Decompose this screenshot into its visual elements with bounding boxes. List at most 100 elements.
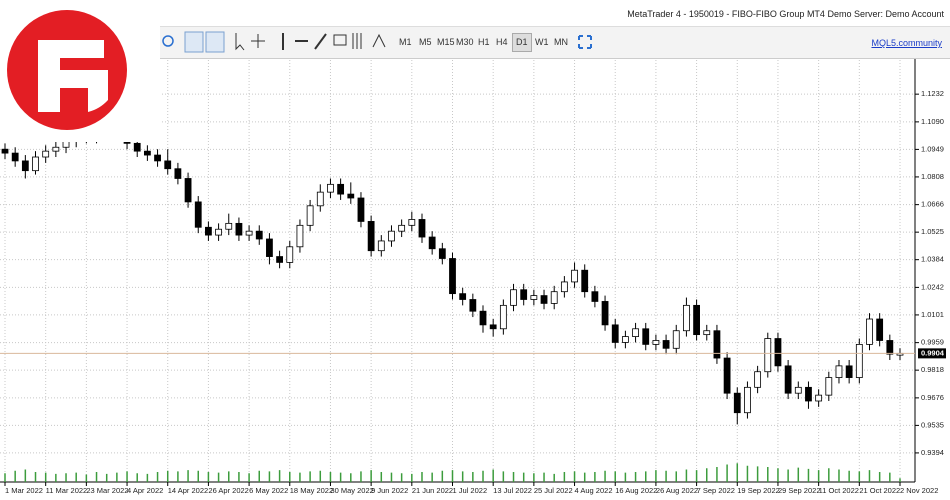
x-tick-label: 4 Aug 2022 — [575, 486, 613, 495]
y-tick-label: 0.9959 — [921, 338, 944, 347]
zoom-icon[interactable] — [162, 35, 174, 47]
candle-body — [1, 148, 9, 154]
candle-body — [225, 222, 233, 230]
fullscreen-icon[interactable] — [578, 35, 592, 49]
timeframe-button[interactable]: M15 — [437, 37, 455, 47]
candle-body — [449, 258, 456, 295]
candle-body — [540, 295, 548, 304]
candle-body — [62, 140, 70, 148]
candle-body — [591, 291, 599, 302]
current-price-label: 0.9904 — [921, 348, 945, 357]
x-tick-label: 18 May 2022 — [290, 486, 333, 495]
x-tick-label: 1 Jul 2022 — [453, 486, 488, 495]
candle-body — [235, 222, 243, 236]
timeframe-button[interactable]: H1 — [478, 37, 490, 47]
mql5-link[interactable]: MQL5.community — [871, 38, 942, 48]
y-tick-label: 0.9394 — [921, 448, 944, 457]
x-tick-label: 13 Jul 2022 — [493, 486, 532, 495]
scroll-icon[interactable] — [184, 31, 204, 53]
y-tick-label: 1.0384 — [921, 255, 944, 264]
x-tick-label: 23 Mar 2022 — [86, 486, 128, 495]
candle-body — [459, 293, 467, 300]
candle-body — [205, 226, 212, 236]
candle-body — [469, 299, 477, 312]
x-tick-label: 21 Jun 2022 — [412, 486, 453, 495]
x-tick-label: 4 Apr 2022 — [127, 486, 163, 495]
candle-body — [266, 238, 273, 257]
candle-body — [164, 160, 172, 170]
timeframe-button[interactable]: W1 — [535, 37, 549, 47]
text-icon[interactable] — [333, 34, 347, 46]
candle-body — [133, 142, 141, 152]
y-tick-label: 1.0808 — [921, 172, 944, 181]
shift-icon[interactable] — [205, 31, 225, 53]
timeframe-button[interactable]: H4 — [496, 37, 508, 47]
candle-body — [520, 289, 528, 300]
candle-body — [377, 240, 385, 252]
candle-body — [418, 219, 426, 238]
candle-body — [194, 201, 202, 228]
candle-body — [581, 269, 589, 293]
candle-body — [886, 340, 894, 355]
timeframe-button[interactable]: M5 — [419, 37, 432, 47]
x-tick-label: 25 Jul 2022 — [534, 486, 573, 495]
candle-body — [560, 281, 568, 293]
x-tick-label: 29 Sep 2022 — [778, 486, 821, 495]
candle-body — [774, 338, 782, 367]
candle-body — [367, 221, 375, 252]
trendline-icon[interactable] — [314, 33, 327, 50]
candle-body — [489, 324, 497, 330]
window-title: MetaTrader 4 - 1950019 - FIBO-FIBO Group… — [627, 9, 944, 19]
x-tick-label: 11 Mar 2022 — [46, 486, 88, 495]
elliott-icon[interactable] — [372, 33, 386, 48]
candle-body — [154, 154, 161, 162]
candle-body — [713, 330, 721, 359]
x-tick-label: 21 Oct 2022 — [859, 486, 900, 495]
fibo-icon[interactable] — [352, 33, 362, 49]
candle-body — [805, 386, 812, 402]
candle-body — [611, 324, 619, 343]
candle-body — [499, 304, 507, 330]
x-tick-label: 1 Mar 2022 — [5, 486, 43, 495]
candle-body — [784, 365, 792, 394]
x-tick-label: 2 Nov 2022 — [900, 486, 938, 495]
candle-body — [255, 230, 263, 240]
candle-body — [621, 336, 629, 343]
y-tick-label: 0.9676 — [921, 393, 944, 402]
timeframe-button[interactable]: M30 — [456, 37, 474, 47]
y-tick-label: 1.0101 — [921, 310, 944, 319]
candle-body — [479, 310, 487, 326]
candle-body — [723, 357, 731, 394]
x-tick-label: 9 Jun 2022 — [371, 486, 408, 495]
candle-body — [683, 304, 690, 332]
candle-body — [601, 301, 609, 326]
candle-body — [754, 371, 762, 388]
x-tick-label: 14 Apr 2022 — [168, 486, 208, 495]
candle-body — [286, 246, 294, 263]
candle-body — [11, 152, 19, 162]
y-tick-label: 1.0666 — [921, 200, 944, 209]
candle-body — [184, 178, 192, 203]
candle-body — [296, 224, 304, 248]
candle-body — [733, 392, 741, 414]
candle-body — [876, 318, 884, 341]
crosshair-icon[interactable] — [251, 34, 265, 48]
x-tick-label: 11 Oct 2022 — [819, 486, 859, 495]
candle-body — [174, 168, 182, 179]
timeframe-button[interactable]: D1 — [512, 33, 532, 52]
candle-body — [510, 289, 517, 306]
y-tick-label: 1.1232 — [921, 89, 944, 98]
candle-body — [530, 295, 538, 300]
cursor-icon[interactable] — [235, 33, 245, 51]
candle-body — [215, 228, 222, 236]
candle-body — [835, 365, 843, 378]
current-price-box — [918, 348, 946, 359]
candle-body — [764, 338, 772, 373]
timeframe-button[interactable]: MN — [554, 37, 568, 47]
y-tick-label: 1.0525 — [921, 227, 944, 236]
x-tick-label: 6 May 2022 — [249, 486, 288, 495]
candle-body — [632, 328, 639, 337]
candle-body — [855, 343, 863, 378]
candle-body — [815, 394, 823, 402]
timeframe-button[interactable]: M1 — [399, 37, 412, 47]
